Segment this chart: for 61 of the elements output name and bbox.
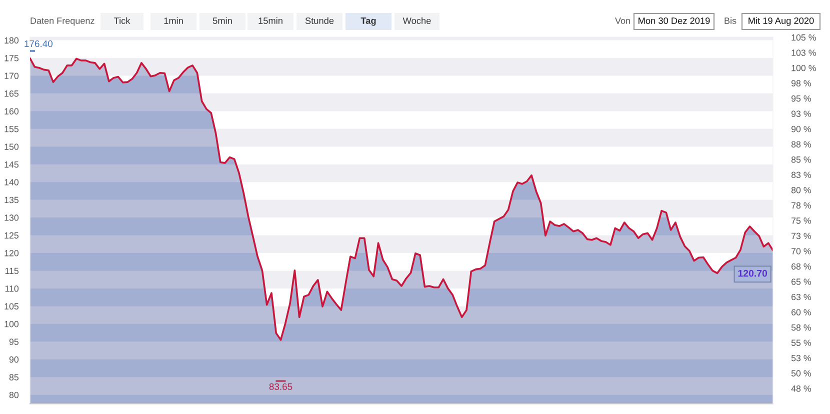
text: Woche [402,17,431,24]
y2-tick-label: 48 % [791,385,811,392]
text: Tick [114,17,130,24]
y-tick-label: 120 [4,250,19,256]
y-tick-label: 135 [4,196,19,204]
y2-tick-label: 103 % [792,50,816,56]
y2-tick-label: 60 % [792,309,811,316]
y-tick-label: 160 [4,108,19,114]
y2-tick-label: 85 % [791,156,811,163]
text: 5min [212,17,232,24]
y-tick-label: 170 [4,72,19,80]
y-tick-label: 85 [9,374,19,380]
text: 1min [164,17,183,24]
y-tick-label: 130 [4,214,19,221]
y-tick-label: 125 [4,232,19,239]
y2-tick-label: 93 % [791,110,811,117]
y-tick-label: 110 [5,285,19,292]
y-tick-label: 180 [4,37,19,44]
text: Von [615,18,630,24]
text: Stunde [305,17,334,24]
y-tick-label: 80 [9,392,19,398]
y2-tick-label: 68 % [792,263,811,270]
y-tick-label: 140 [4,179,19,186]
y-tick-label: 95 [9,338,19,345]
y2-tick-label: 53 % [791,354,811,362]
y-tick-label: 115 [5,268,19,274]
line-series [30,57,773,341]
y2-tick-label: 55 % [791,340,811,346]
text: Mon 30 Dez 2019 [638,17,710,24]
y2-tick-label: 50 % [791,370,811,376]
y2-tick-label: 83 % [791,172,811,178]
y2-tick-label: 58 % [791,324,811,331]
y2-tick-label: 100 % [792,64,816,72]
text: Daten Frequenz [30,18,94,26]
y2-tick-label: 63 % [792,294,811,300]
y2-tick-label: 105 % [792,34,816,41]
y2-tick-label: 73 % [792,232,811,240]
y-tick-label: 165 [4,90,19,97]
y2-tick-label: 70 % [792,248,811,254]
y2-tick-label: 75 % [792,218,811,224]
y-tick-label: 150 [4,144,19,150]
y-tick-label: 100 [4,320,19,328]
y2-tick-label: 90 % [791,126,811,132]
annotation: 176.40 [24,40,53,48]
y2-tick-label: 65 % [792,278,811,285]
y2-tick-label: 98 % [791,80,811,86]
text: Tag [360,18,376,26]
y-tick-label: 175 [4,55,19,62]
text: Mit 19 Aug 2020 [748,17,814,26]
y-tick-label: 145 [4,161,19,168]
text: Bis [724,17,736,24]
data-label: 120.70 [738,270,768,277]
y-tick-label: 155 [4,126,19,132]
y2-tick-label: 88 % [791,141,811,148]
y2-tick-label: 78 % [792,202,811,209]
text: 15min [258,17,282,24]
y2-tick-label: 80 % [791,186,811,194]
y-tick-label: 90 [9,356,19,363]
y2-tick-label: 95 % [791,95,811,102]
annotation: 83.65 [269,383,292,390]
y-tick-label: 105 [4,303,19,310]
